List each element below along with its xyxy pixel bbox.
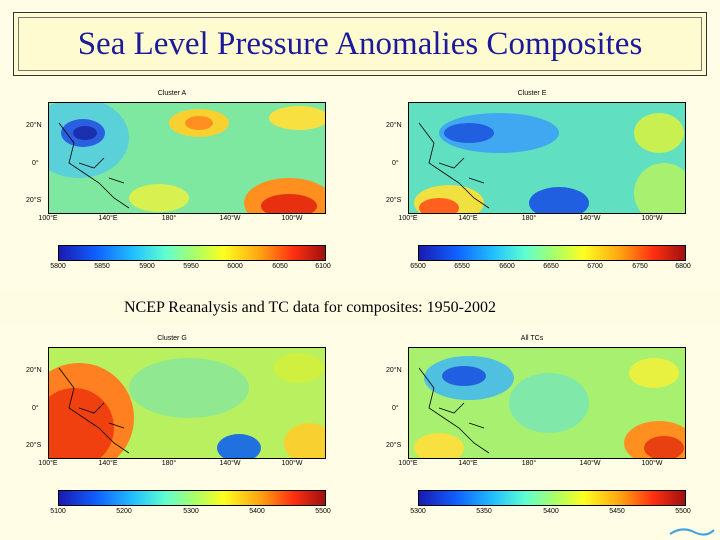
colorbar-tick: 6650 bbox=[543, 263, 559, 270]
panel-cluster-g: Cluster G 20°N 0° 20°S 100°E 140°E 180° … bbox=[12, 335, 332, 530]
lon-label: 140°W bbox=[219, 460, 241, 467]
colorbar-tick: 5100 bbox=[50, 508, 66, 515]
lon-label: 140°E bbox=[98, 460, 118, 467]
panel-title: Cluster A bbox=[157, 90, 187, 97]
page-title: Sea Level Pressure Anomalies Composites bbox=[77, 25, 643, 62]
colorbar-tick: 6100 bbox=[315, 263, 331, 270]
lat-label: 20°N bbox=[386, 122, 402, 129]
colorbar-tick: 5850 bbox=[94, 263, 110, 270]
colorbar-tick: 5200 bbox=[116, 508, 132, 515]
lat-label: 0° bbox=[392, 160, 399, 167]
lat-label: 0° bbox=[392, 405, 399, 412]
colorbar bbox=[418, 490, 686, 506]
panel-title: All TCs bbox=[520, 335, 544, 342]
lat-label: 20°S bbox=[386, 442, 402, 449]
lon-label: 180° bbox=[521, 460, 537, 467]
lat-label: 20°N bbox=[386, 367, 402, 374]
panel-cluster-e: Cluster E 20°N 0° 20°S 100°E 140°E 180° … bbox=[372, 90, 692, 285]
title-box: Sea Level Pressure Anomalies Composites bbox=[13, 12, 707, 76]
panel-all-tcs: All TCs 20°N 0° 20°S 100°E 140°E 180° 14… bbox=[372, 335, 692, 530]
colorbar-tick: 5950 bbox=[183, 263, 199, 270]
lat-label: 20°S bbox=[386, 197, 402, 204]
lon-label: 100°E bbox=[38, 460, 58, 467]
lon-label: 140°W bbox=[579, 215, 601, 222]
lon-label: 100°W bbox=[281, 460, 303, 467]
panel-cluster-a: Cluster A 20°N 0° 20°S 100°E 140°E 180° … bbox=[12, 90, 332, 285]
colorbar-tick: 6050 bbox=[272, 263, 288, 270]
colorbar-tick: 5400 bbox=[543, 508, 559, 515]
colorbar-tick: 5900 bbox=[139, 263, 155, 270]
lon-label: 100°E bbox=[38, 215, 58, 222]
panel-title: Cluster E bbox=[517, 90, 547, 97]
colorbar-tick: 5450 bbox=[609, 508, 625, 515]
caption-text: NCEP Reanalysis and TC data for composit… bbox=[124, 299, 496, 316]
panel-title: Cluster G bbox=[157, 335, 187, 342]
colorbar-tick: 5300 bbox=[183, 508, 199, 515]
lat-label: 0° bbox=[32, 160, 39, 167]
lat-label: 0° bbox=[32, 405, 39, 412]
lat-label: 20°S bbox=[26, 197, 42, 204]
lon-label: 100°W bbox=[641, 215, 663, 222]
title-frame bbox=[18, 17, 702, 71]
lat-label: 20°S bbox=[26, 442, 42, 449]
lon-label: 140°W bbox=[579, 460, 601, 467]
lon-label: 180° bbox=[161, 460, 177, 467]
lon-label: 140°E bbox=[98, 215, 118, 222]
caption-band: NCEP Reanalysis and TC data for composit… bbox=[0, 290, 720, 324]
colorbar-tick: 5300 bbox=[410, 508, 426, 515]
colorbar-tick: 5500 bbox=[675, 508, 691, 515]
lon-label: 100°E bbox=[398, 460, 418, 467]
lon-label: 140°E bbox=[458, 460, 478, 467]
colorbar-tick: 6000 bbox=[227, 263, 243, 270]
slp-anomaly-map bbox=[408, 347, 686, 459]
slp-anomaly-map bbox=[48, 347, 326, 459]
lon-label: 100°E bbox=[398, 215, 418, 222]
colorbar bbox=[58, 490, 326, 506]
lat-label: 20°N bbox=[26, 367, 42, 374]
colorbar-tick: 6500 bbox=[410, 263, 426, 270]
colorbar bbox=[58, 245, 326, 261]
slp-anomaly-map bbox=[48, 102, 326, 214]
lon-label: 140°W bbox=[219, 215, 241, 222]
lon-label: 140°E bbox=[458, 215, 478, 222]
colorbar-tick: 6700 bbox=[587, 263, 603, 270]
colorbar-tick: 6550 bbox=[454, 263, 470, 270]
colorbar-tick: 5350 bbox=[476, 508, 492, 515]
colorbar-tick: 5500 bbox=[315, 508, 331, 515]
lon-label: 180° bbox=[161, 215, 177, 222]
colorbar-tick: 6800 bbox=[675, 263, 691, 270]
lon-label: 100°W bbox=[641, 460, 663, 467]
colorbar-tick: 5800 bbox=[50, 263, 66, 270]
colorbar bbox=[418, 245, 686, 261]
colorbar-tick: 5400 bbox=[249, 508, 265, 515]
lon-label: 100°W bbox=[281, 215, 303, 222]
lat-label: 20°N bbox=[26, 122, 42, 129]
colorbar-tick: 6600 bbox=[499, 263, 515, 270]
colorbar-tick: 6750 bbox=[632, 263, 648, 270]
lon-label: 180° bbox=[521, 215, 537, 222]
corner-logo-icon bbox=[669, 528, 715, 536]
slp-anomaly-map bbox=[408, 102, 686, 214]
